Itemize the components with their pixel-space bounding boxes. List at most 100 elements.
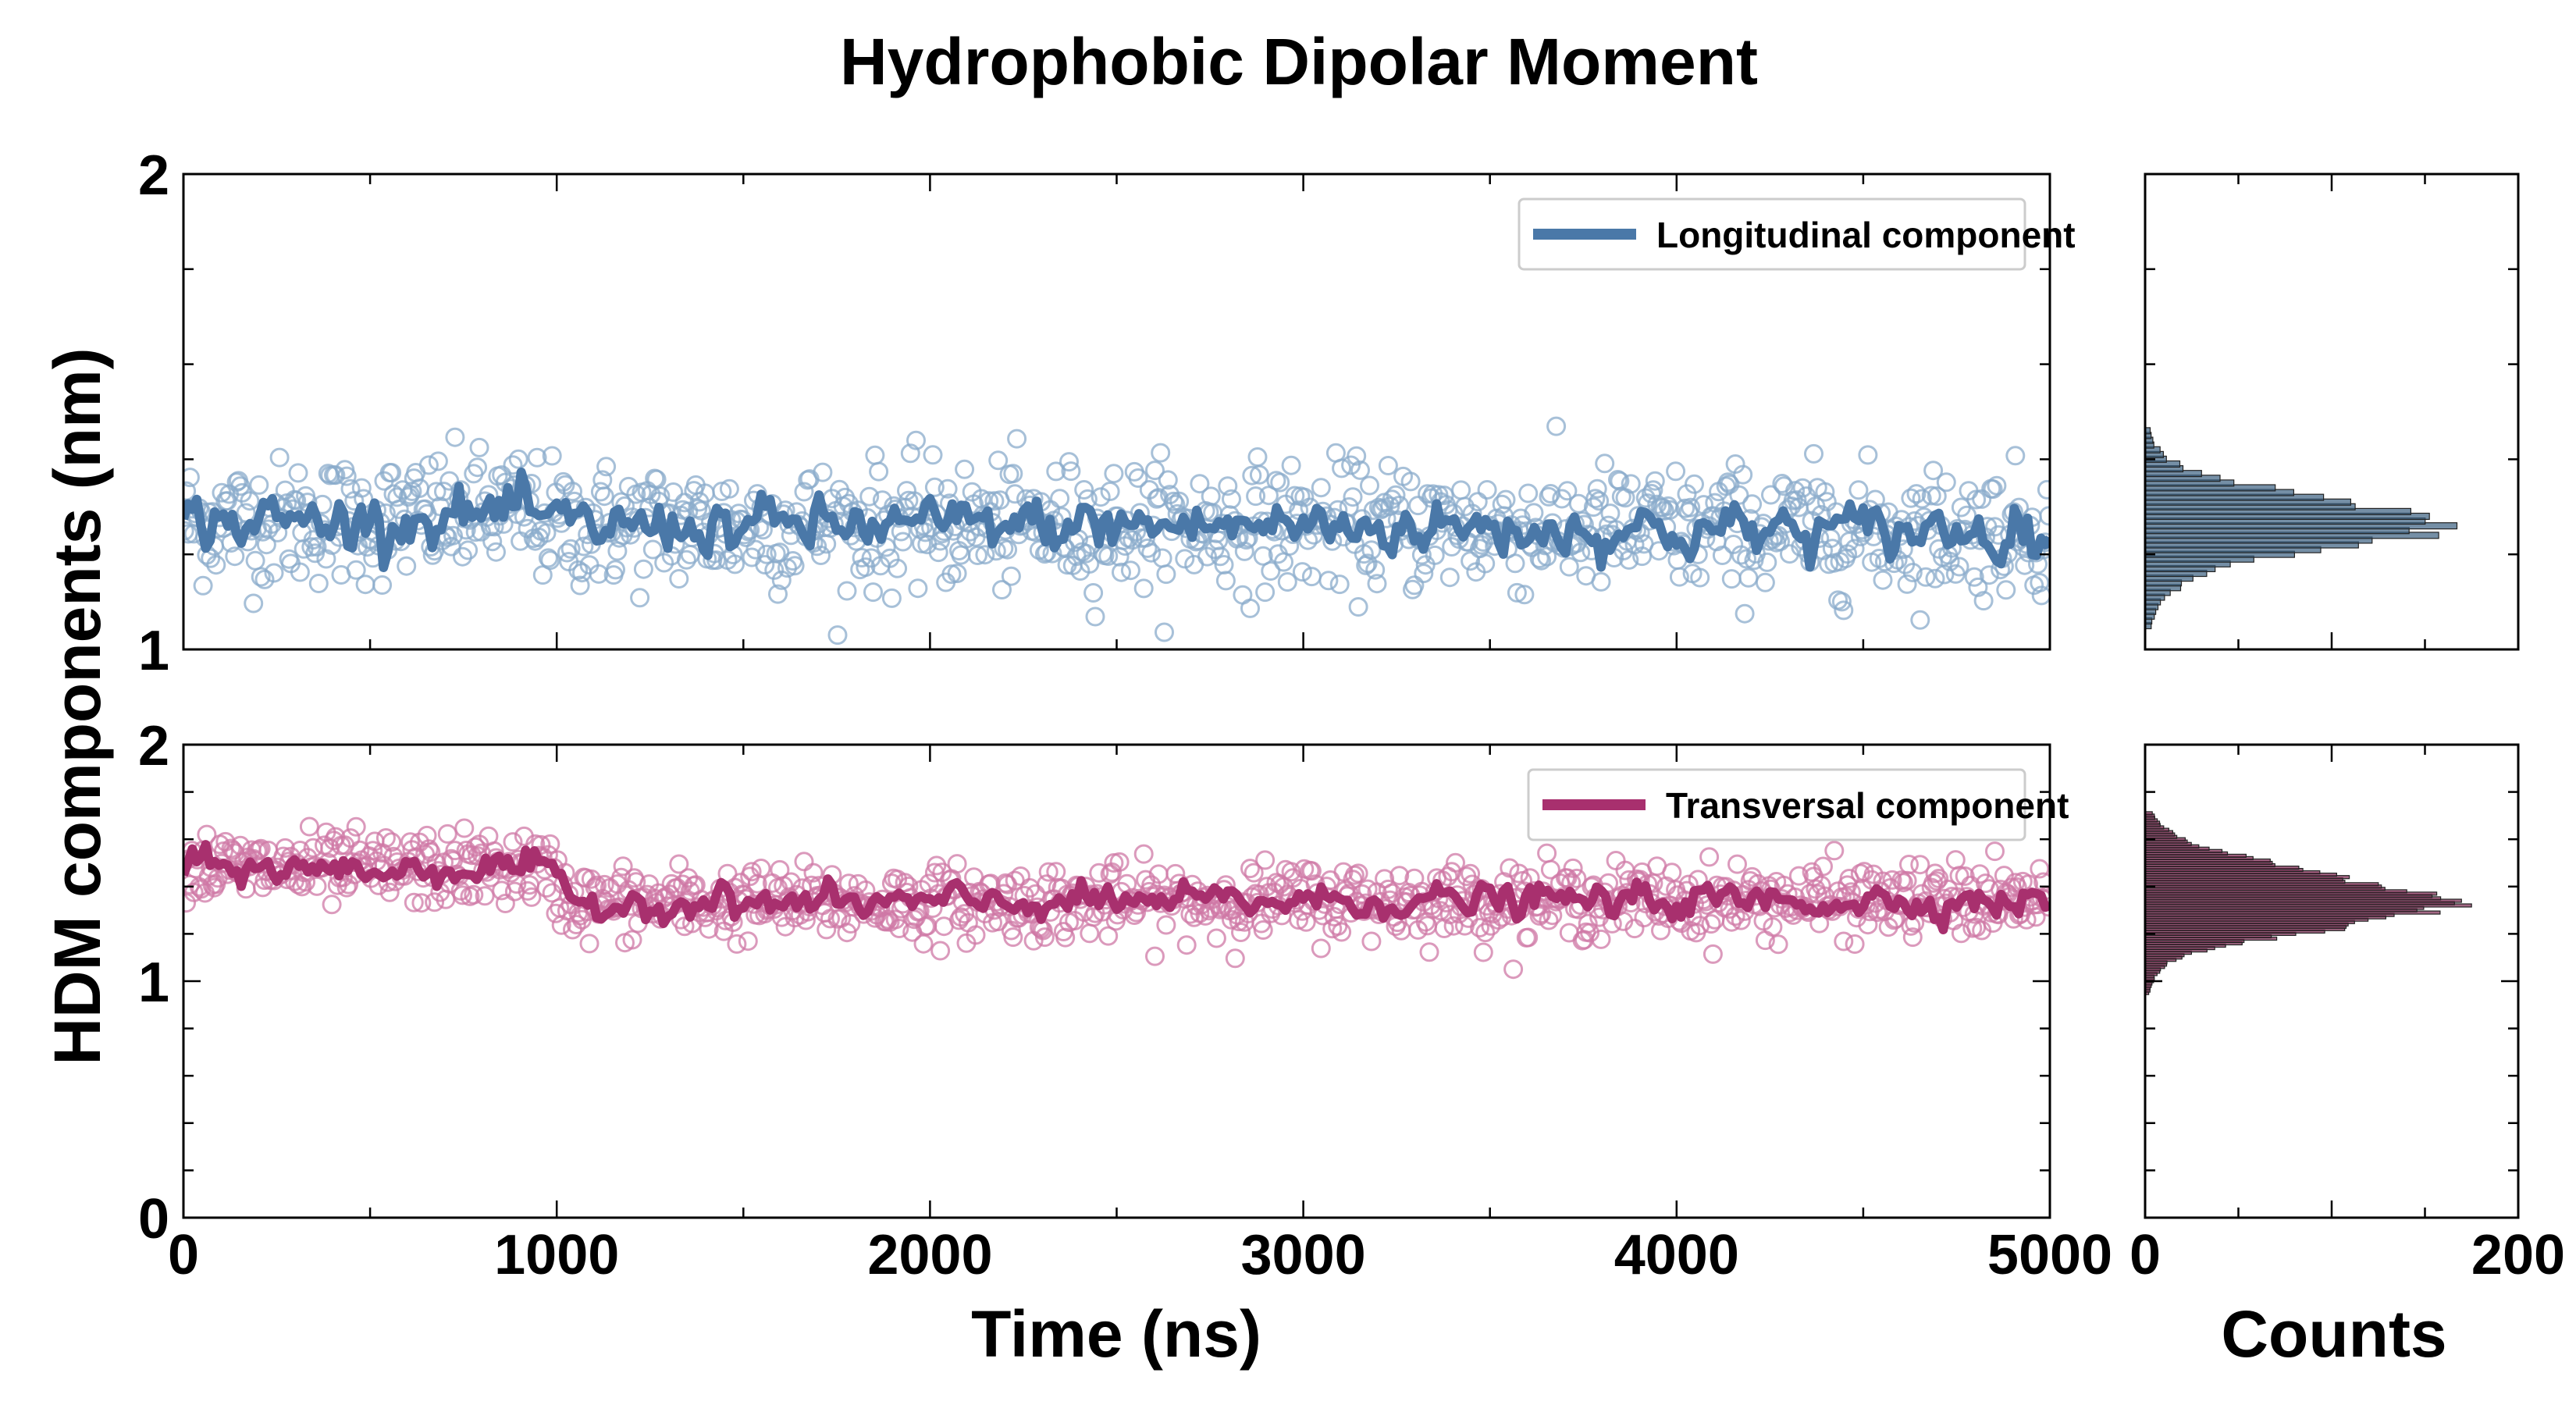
- longitudinal-point: [1083, 583, 1104, 603]
- longitudinal-point: [745, 539, 766, 560]
- transversal-point: [521, 887, 542, 907]
- transversal-point: [1567, 868, 1587, 888]
- longitudinal-point: [1100, 482, 1120, 501]
- longitudinal-point: [1247, 447, 1268, 467]
- transversal-point: [885, 909, 906, 930]
- transversal-point: [475, 886, 495, 906]
- longitudinal-point: [869, 461, 889, 482]
- transversal-point: [1834, 931, 1854, 951]
- longitudinal-point: [486, 542, 506, 562]
- transversal-point: [579, 934, 600, 954]
- longitudinal-point: [1104, 464, 1124, 484]
- longitudinal-point: [1834, 600, 1854, 621]
- transversal-point: [856, 880, 876, 900]
- longitudinal-point: [1347, 446, 1367, 466]
- longitudinal-point: [351, 478, 372, 498]
- transversal-point: [1348, 863, 1368, 884]
- transversal-point: [1563, 858, 1583, 878]
- transversal-panel: 0 1 2 Transversal component: [138, 715, 2069, 1250]
- longitudinal-point: [1451, 480, 1471, 500]
- transversal-point: [1389, 866, 1410, 886]
- longitudinal-point: [1158, 470, 1178, 490]
- longitudinal-point: [1897, 574, 1917, 594]
- longitudinal-point: [418, 455, 439, 475]
- transversal-point: [1136, 870, 1156, 890]
- transversal-point: [1910, 855, 1930, 875]
- longitudinal-point: [1270, 472, 1290, 493]
- transversal-point: [1225, 948, 1245, 969]
- longitudinal-point: [1311, 478, 1331, 498]
- longitudinal-point: [1279, 536, 1300, 556]
- transversal-point: [1255, 850, 1276, 870]
- transversal-point: [669, 854, 689, 874]
- longitudinal-point: [1681, 497, 1701, 518]
- longitudinal-point: [975, 545, 995, 565]
- transversal-point: [299, 816, 319, 837]
- longitudinal-point: [669, 569, 689, 589]
- longitudinal-point: [2015, 555, 2035, 575]
- transversal-point: [742, 862, 762, 882]
- transversal-point: [1003, 927, 1023, 948]
- transversal-point: [1705, 909, 1725, 930]
- longitudinal-point: [1148, 488, 1169, 508]
- longitudinal-point: [1529, 549, 1550, 568]
- transversal-point: [1578, 913, 1598, 934]
- x-axis-ticks: 0 1000 2000 3000 4000 5000: [168, 1224, 2112, 1286]
- longitudinal-point: [1983, 479, 2003, 500]
- longitudinal-point: [852, 548, 872, 567]
- longitudinal-point: [908, 578, 928, 599]
- longitudinal-point: [245, 550, 265, 571]
- longitudinal-point: [1591, 571, 1611, 592]
- longitudinal-point: [1367, 574, 1387, 594]
- longitudinal-point: [1669, 567, 1689, 587]
- transversal-point: [1580, 923, 1600, 943]
- transversal-point: [1470, 918, 1489, 937]
- longitudinal-point: [1155, 622, 1174, 642]
- longitudinal-point: [1589, 491, 1610, 511]
- longitudinal-point: [1059, 452, 1079, 472]
- transversal-point: [1100, 864, 1120, 884]
- longitudinal-point: [269, 447, 290, 468]
- longitudinal-point: [1600, 503, 1621, 524]
- longitudinal-point: [1910, 610, 1930, 630]
- longitudinal-point: [865, 445, 885, 465]
- longitudinal-point: [1294, 487, 1315, 507]
- longitudinal-point: [1285, 486, 1305, 506]
- longitudinal-point: [923, 445, 943, 465]
- transversal-point: [1289, 910, 1309, 930]
- transversal-point: [1446, 852, 1465, 873]
- transversal-point: [1332, 922, 1352, 942]
- transversal-point: [838, 873, 859, 894]
- transversal-point: [817, 919, 837, 940]
- longitudinal-point: [1151, 443, 1171, 463]
- transversal-point: [375, 828, 396, 848]
- longitudinal-point: [1240, 598, 1260, 618]
- longitudinal-point: [893, 532, 913, 552]
- longitudinal-point: [768, 584, 788, 604]
- transversal-point: [382, 832, 402, 852]
- longitudinal-point: [1729, 485, 1749, 505]
- longitudinal-point: [1361, 540, 1382, 560]
- longitudinal-point: [240, 491, 260, 511]
- longitudinal-point: [1643, 480, 1663, 500]
- longitudinal-point: [906, 430, 926, 450]
- longitudinal-point: [1007, 429, 1027, 449]
- longitudinal-point: [1621, 474, 1641, 494]
- transversal-point: [1537, 843, 1557, 863]
- hist-x-axis-label: Counts: [2221, 1297, 2446, 1371]
- transversal-point: [1925, 863, 1945, 884]
- transversal-point: [1813, 856, 1833, 877]
- transversal-point: [1301, 861, 1322, 881]
- longitudinal-point: [326, 465, 346, 486]
- transversal-point: [1529, 905, 1550, 926]
- longitudinal-point: [1731, 545, 1751, 565]
- longitudinal-point: [1061, 461, 1081, 482]
- transversal-point: [2030, 859, 2050, 879]
- transversal-point: [1361, 931, 1382, 951]
- longitudinal-point: [1190, 474, 1210, 494]
- longitudinal-point: [1281, 455, 1301, 475]
- longitudinal-point: [1133, 578, 1154, 599]
- longitudinal-point: [570, 575, 590, 596]
- longitudinal-point: [1080, 553, 1100, 574]
- longitudinal-point: [568, 560, 589, 580]
